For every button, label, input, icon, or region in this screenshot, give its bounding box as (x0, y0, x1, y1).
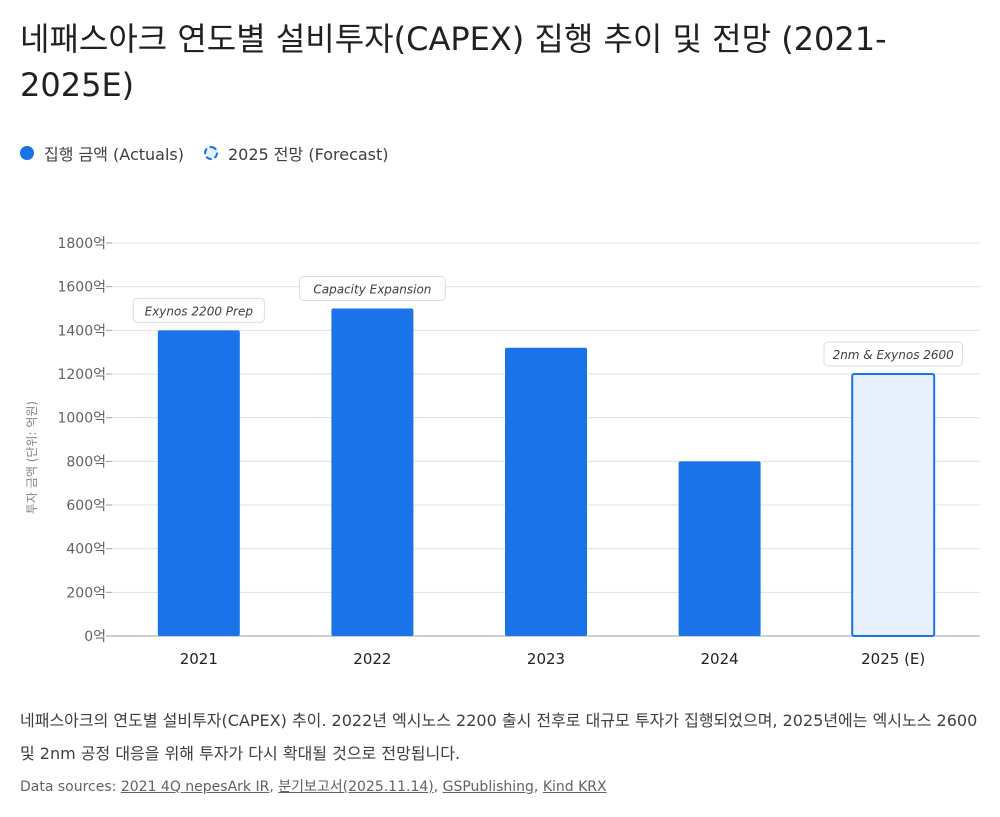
bar-2024 (678, 461, 761, 636)
annotation-label-1: Capacity Expansion (313, 283, 431, 297)
source-link-gspublishing[interactable]: GSPublishing (442, 779, 534, 795)
y-tick-label-0: 0억 (84, 629, 106, 645)
y-axis-title: 투자 금액 (단위: 억원) (25, 401, 39, 514)
source-link-kind-krx[interactable]: Kind KRX (542, 779, 607, 795)
legend-item-actuals[interactable]: 집행 금액 (Actuals) (20, 141, 184, 165)
legend-item-forecast[interactable]: 2025 전망 (Forecast) (204, 141, 389, 165)
chart-title: 네패스아크 연도별 설비투자(CAPEX) 집행 추이 및 전망 (2021-2… (20, 20, 887, 104)
data-sources-label: Data sources: (20, 779, 121, 795)
y-tick-label-600: 600억 (66, 498, 106, 514)
annotation-box-1 (299, 276, 446, 301)
legend-label-forecast: 2025 전망 (Forecast) (228, 145, 389, 164)
annotation-box-0 (132, 297, 265, 323)
data-sources: Data sources: 2021 4Q nepesArk IR, 분기보고서… (20, 779, 607, 795)
y-tick-label-1400: 1400억 (57, 323, 106, 339)
annotation-label-2: 2nm & Exynos 2600 (833, 348, 955, 362)
x-tick-label-2023: 2023 (527, 650, 565, 668)
bar-2025E (851, 373, 936, 637)
annotation-box-2 (823, 341, 963, 367)
bar-2023 (505, 347, 587, 636)
y-tick-label-1000: 1000억 (57, 411, 106, 427)
y-tick-label-1600: 1600억 (57, 280, 106, 296)
source-link-nepesark-ir[interactable]: 2021 4Q nepesArk IR (120, 779, 270, 795)
chart-description: 네패스아크의 연도별 설비투자(CAPEX) 추이. 2022년 엑시노스 22… (20, 711, 978, 763)
bar-2022 (331, 308, 414, 636)
x-tick-label-2022: 2022 (353, 650, 391, 668)
source-link-quarterly-report[interactable]: 분기보고서(2025.11.14) (278, 779, 434, 795)
legend-swatch-actuals (20, 146, 34, 160)
x-tick-label-2024: 2024 (701, 650, 739, 668)
y-tick-label-800: 800억 (66, 454, 106, 470)
annotation-label-0: Exynos 2200 Prep (145, 304, 254, 318)
y-tick-label-1200: 1200억 (57, 367, 106, 383)
legend-swatch-forecast (204, 146, 218, 160)
legend: 집행 금액 (Actuals) 2025 전망 (Forecast) (20, 141, 409, 165)
x-tick-label-2025E: 2025 (E) (861, 650, 925, 668)
bar-2021 (157, 330, 240, 636)
y-tick-label-200: 200억 (66, 585, 106, 601)
y-tick-label-400: 400억 (66, 542, 106, 558)
legend-label-actuals: 집행 금액 (Actuals) (44, 145, 184, 164)
y-tick-label-1800: 1800억 (57, 236, 106, 252)
capex-bar-chart: 0억 200억 400억 600억 800억 1000억 1200억 1400억 1600억 18… (25, 236, 980, 668)
x-tick-label-2021: 2021 (180, 650, 218, 668)
